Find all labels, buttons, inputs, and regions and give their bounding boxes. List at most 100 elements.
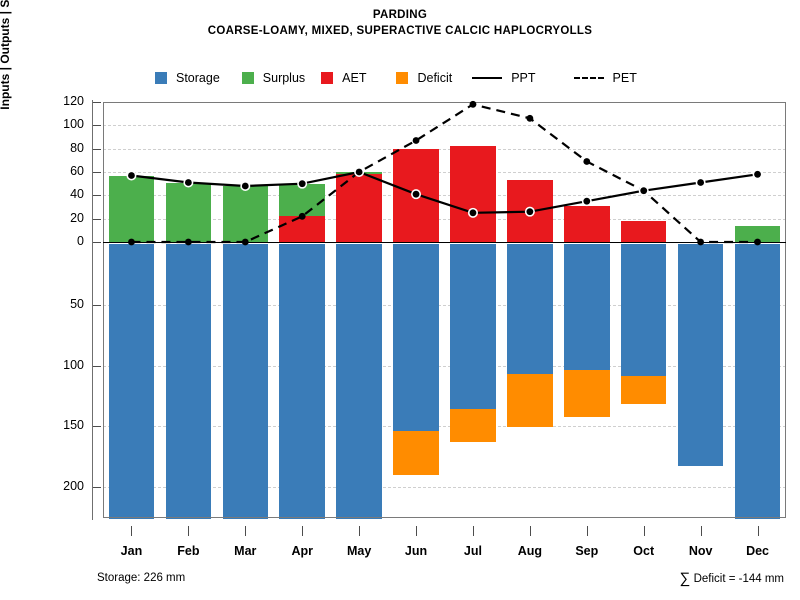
y-axis-line: [92, 100, 93, 520]
bar-below-jun[interactable]: [393, 244, 439, 475]
x-tick-nov: [700, 526, 702, 536]
x-tick-label-oct: Oct: [633, 544, 655, 558]
y-tick-u120: [93, 102, 101, 103]
legend-item-surplus[interactable]: Surplus: [241, 69, 306, 87]
bar-below-apr[interactable]: [279, 244, 325, 519]
bar-below-nov[interactable]: [677, 244, 724, 467]
segment-storage: [279, 244, 325, 519]
y-tick-u80: [93, 148, 101, 150]
chart-legend: Storage Surplus AET Deficit PPT PET: [155, 69, 735, 87]
gridline-lower-100: [103, 365, 786, 367]
x-tick-oct: [643, 526, 645, 536]
segment-deficit: [564, 370, 610, 417]
legend-item-pet[interactable]: PET: [573, 69, 637, 87]
page-title: PARDING: [372, 9, 428, 21]
bar-below-dec[interactable]: [734, 244, 781, 519]
x-tick-mar: [245, 526, 247, 536]
y-tick-label-l50: 50: [70, 296, 84, 311]
x-tick-label-aug: Aug: [517, 544, 543, 558]
bar-below-jan[interactable]: [108, 244, 155, 519]
segment-deficit: [450, 409, 496, 443]
x-tick-jul: [472, 526, 474, 536]
page-subtitle: COARSE-LOAMY, MIXED, SUPERACTIVE CALCIC …: [207, 25, 593, 37]
y-tick-label-u120: 120: [63, 94, 84, 108]
y-tick-label-u40: 40: [70, 187, 84, 202]
x-tick-label-mar: Mar: [234, 544, 257, 558]
y-tick-u100: [93, 125, 101, 127]
legend-square-swatch: [155, 72, 167, 84]
x-tick-label-apr: Apr: [291, 544, 313, 558]
y-tick-l50: [93, 304, 101, 306]
storage-note: Storage: 226 mm: [97, 572, 186, 584]
legend-label: PET: [612, 71, 637, 85]
x-tick-sep: [586, 526, 588, 536]
chart-title-block: PARDING COARSE-LOAMY, MIXED, SUPERACTIVE…: [0, 8, 800, 39]
y-axis-label: Inputs | Outputs | Storage (mm): [0, 0, 12, 110]
segment-storage: [165, 244, 212, 519]
x-tick-label-dec: Dec: [746, 544, 769, 558]
y-tick-label-u80: 80: [70, 140, 84, 155]
y-tick-u40: [93, 195, 101, 197]
plot-border: [103, 102, 786, 518]
y-tick-label-u100: 100: [63, 117, 84, 132]
segment-deficit: [620, 376, 667, 405]
y-tick-u60: [93, 172, 101, 173]
bar-below-may[interactable]: [336, 244, 382, 519]
bar-below-sep[interactable]: [564, 244, 610, 417]
y-tick-label-l150: 150: [63, 418, 84, 433]
deficit-note-text: Deficit = -144 mm: [690, 573, 784, 585]
bar-below-feb[interactable]: [165, 244, 212, 519]
y-tick-label-u20: 20: [70, 210, 84, 225]
segment-deficit: [507, 374, 553, 428]
x-tick-label-nov: Nov: [688, 544, 713, 558]
y-tick-label-u60: 60: [70, 164, 84, 178]
x-tick-label-may: May: [346, 544, 372, 558]
y-tick-label-l100: 100: [63, 357, 84, 372]
legend-label: AET: [342, 71, 367, 85]
x-tick-label-jul: Jul: [463, 544, 482, 558]
legend-item-deficit[interactable]: Deficit: [396, 69, 452, 87]
bar-below-aug[interactable]: [507, 244, 553, 428]
legend-label: Storage: [176, 71, 220, 85]
legend-label: Surplus: [262, 71, 306, 85]
legend-item-aet[interactable]: AET: [321, 69, 366, 87]
x-tick-label-sep: Sep: [575, 544, 599, 558]
x-tick-feb: [188, 526, 190, 536]
y-tick-l100: [93, 365, 101, 367]
segment-storage: [450, 244, 496, 443]
bar-below-jul[interactable]: [450, 244, 496, 443]
segment-storage: [336, 244, 382, 519]
x-tick-label-feb: Feb: [177, 544, 200, 558]
segment-storage: [108, 244, 155, 519]
bar-below-mar[interactable]: [222, 244, 269, 519]
gridline-lower-150: [103, 426, 786, 428]
y-tick-u20: [93, 218, 101, 220]
sigma-icon: ∑: [679, 570, 691, 587]
segment-storage: [677, 244, 724, 467]
segment-storage: [222, 244, 269, 519]
x-tick-label-jun: Jun: [404, 544, 428, 558]
legend-square-swatch: [396, 72, 409, 84]
bar-below-oct[interactable]: [620, 244, 667, 405]
segment-storage: [734, 244, 781, 519]
x-tick-aug: [529, 526, 531, 536]
legend-item-storage[interactable]: Storage: [155, 69, 220, 87]
zero-baseline: [103, 242, 786, 243]
y-tick-l150: [93, 426, 101, 428]
deficit-note: ∑ Deficit = -144 mm: [680, 570, 784, 587]
legend-square-swatch: [321, 72, 334, 84]
y-tick-u0: [93, 242, 101, 243]
legend-item-ppt[interactable]: PPT: [472, 69, 536, 87]
legend-square-swatch: [241, 72, 254, 84]
legend-label: PPT: [511, 71, 536, 85]
x-tick-dec: [757, 526, 759, 536]
y-tick-l200: [93, 487, 101, 488]
x-tick-jun: [416, 526, 418, 536]
x-tick-jan: [131, 526, 133, 536]
x-tick-apr: [302, 526, 304, 536]
segment-deficit: [393, 431, 439, 475]
plot-area: [103, 102, 786, 519]
x-tick-may: [359, 526, 361, 536]
x-tick-label-jan: Jan: [120, 544, 143, 558]
